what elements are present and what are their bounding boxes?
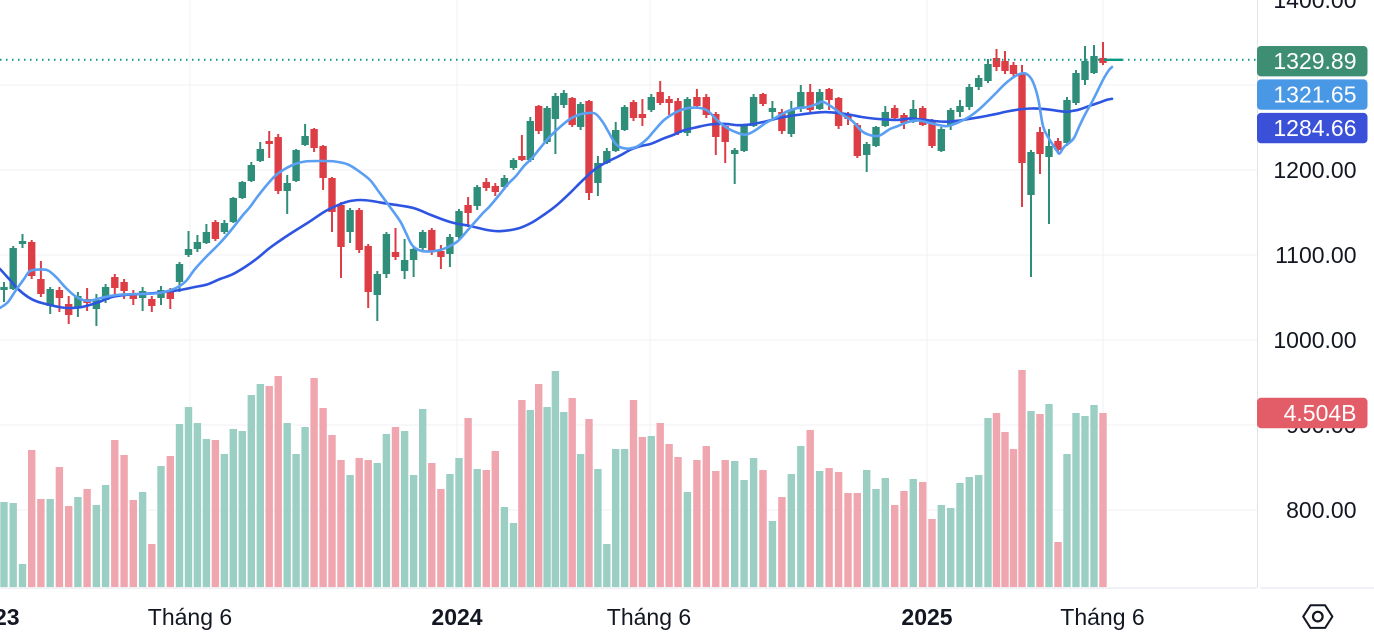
svg-text:1000.00: 1000.00 <box>1273 327 1356 353</box>
svg-text:1284.66: 1284.66 <box>1273 115 1356 141</box>
svg-text:1400.00: 1400.00 <box>1273 0 1356 13</box>
svg-text:2025: 2025 <box>901 604 952 630</box>
svg-text:2023: 2023 <box>0 604 20 630</box>
svg-text:Tháng 6: Tháng 6 <box>1060 604 1144 630</box>
svg-text:1200.00: 1200.00 <box>1273 157 1356 183</box>
svg-text:1329.89: 1329.89 <box>1273 48 1356 74</box>
svg-text:Tháng 6: Tháng 6 <box>148 604 232 630</box>
svg-text:Tháng 6: Tháng 6 <box>607 604 691 630</box>
svg-text:1321.65: 1321.65 <box>1273 81 1356 107</box>
svg-text:4.504B: 4.504B <box>1284 400 1357 426</box>
svg-text:2024: 2024 <box>431 604 482 630</box>
svg-text:800.00: 800.00 <box>1286 497 1356 523</box>
svg-text:1100.00: 1100.00 <box>1275 242 1356 268</box>
